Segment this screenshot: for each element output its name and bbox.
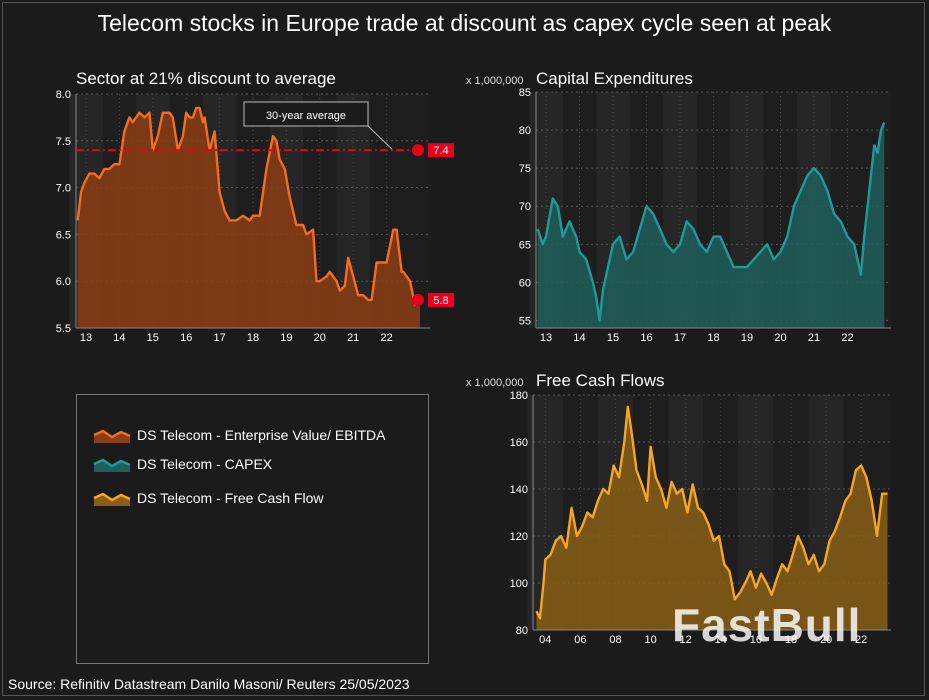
y-tick-label: 140: [510, 484, 528, 496]
y-tick-label: 7.0: [56, 183, 71, 195]
annotation-box: [243, 101, 369, 127]
y-tick-label: 60: [519, 277, 531, 289]
legend-label-fcf: DS Telecom - Free Cash Flow: [137, 490, 324, 506]
source-note: Source: Refinitiv Datastream Danilo Maso…: [8, 676, 410, 692]
series-area: [537, 122, 885, 328]
x-tick-label: 04: [539, 634, 551, 646]
capex-multiplier-label: x 1,000,000: [466, 75, 524, 87]
annotation-pointer: [367, 125, 393, 150]
x-tick-label: 06: [574, 634, 586, 646]
x-tick-label: 19: [280, 332, 292, 344]
y-tick-label: 6.5: [56, 229, 71, 241]
x-tick-label: 12: [680, 634, 692, 646]
last-value-label: 5.8: [433, 295, 448, 307]
legend-label-capex: DS Telecom - CAPEX: [137, 456, 273, 472]
annotation-label: 30-year average: [266, 110, 346, 122]
series-area: [77, 108, 421, 328]
y-tick-label: 160: [510, 437, 528, 449]
x-tick-label: 10: [644, 634, 656, 646]
page-title: Telecom stocks in Europe trade at discou…: [97, 10, 832, 36]
y-tick-label: 7.5: [56, 136, 71, 148]
average-marker: [412, 144, 424, 157]
y-tick-label: 65: [519, 239, 531, 251]
y-tick-label: 55: [519, 315, 531, 327]
x-tick-label: 18: [707, 332, 719, 344]
y-tick-label: 100: [510, 578, 528, 590]
legend-swatch-fcf: [93, 492, 131, 506]
y-tick-label: 180: [510, 390, 528, 402]
legend-item-fcf: DS Telecom - Free Cash Flow: [93, 490, 323, 506]
x-tick-label: 13: [80, 332, 92, 344]
capex-chart-title: Capital Expenditures: [536, 69, 693, 88]
legend-box: DS Telecom - Enterprise Value/ EBITDA DS…: [76, 394, 429, 664]
x-tick-label: 15: [147, 332, 159, 344]
x-tick-label: 22: [841, 332, 853, 344]
ebitda-chart: 8.0 7.5 7.0 6.5 6.0 5.5 13 14 15 16 17 18 19 20 21 22 7.…: [56, 89, 454, 344]
x-tick-label: 20: [820, 634, 832, 646]
x-tick-label: 20: [774, 332, 786, 344]
last-value-marker: [412, 293, 424, 306]
last-value-box: [428, 292, 454, 307]
y-tick-label: 6.0: [56, 276, 71, 288]
y-tick-label: 75: [519, 163, 531, 175]
x-tick-label: 08: [609, 634, 621, 646]
average-value-box: [428, 143, 454, 158]
x-tick-label: 14: [573, 332, 585, 344]
x-tick-label: 14: [715, 634, 727, 646]
x-tick-label: 17: [674, 332, 686, 344]
y-tick-label: 120: [510, 531, 528, 543]
legend-item-ebitda: DS Telecom - Enterprise Value/ EBITDA: [93, 427, 385, 443]
x-tick-label: 22: [380, 332, 392, 344]
y-tick-label: 80: [519, 125, 531, 137]
y-tick-label: 70: [519, 201, 531, 213]
x-tick-label: 18: [785, 634, 797, 646]
legend-swatch-ebitda: [93, 429, 131, 443]
x-tick-label: 16: [750, 634, 762, 646]
fcf-chart-title: Free Cash Flows: [536, 371, 665, 390]
legend-swatch-capex: [93, 458, 131, 472]
fcf-multiplier-label: x 1,000,000: [466, 377, 524, 389]
x-tick-label: 18: [247, 332, 259, 344]
y-tick-label: 80: [516, 625, 528, 637]
fcf-chart: 180 160 140 120 100 80 04 06 08 10 12 14 16 18 20 22: [510, 390, 891, 646]
x-tick-label: 20: [314, 332, 326, 344]
x-tick-label: 22: [855, 634, 867, 646]
y-tick-label: 5.5: [56, 323, 71, 335]
x-tick-label: 16: [180, 332, 192, 344]
series-line: [535, 405, 888, 620]
ebitda-chart-title: Sector at 21% discount to average: [76, 69, 336, 88]
series-line: [76, 106, 421, 306]
legend-label-ebitda: DS Telecom - Enterprise Value/ EBITDA: [137, 427, 386, 443]
x-tick-label: 14: [113, 332, 125, 344]
average-value-label: 7.4: [433, 145, 448, 157]
x-tick-label: 13: [540, 332, 552, 344]
capex-chart: 85 80 75 70 65 60 55 13 14 15 16 17 18 19 20 21 22: [519, 87, 891, 344]
series-area: [536, 406, 888, 630]
x-tick-label: 21: [808, 332, 820, 344]
x-tick-label: 21: [347, 332, 359, 344]
series-line: [536, 122, 886, 322]
x-tick-label: 15: [607, 332, 619, 344]
watermark-logo: FastBull: [672, 599, 862, 651]
legend-item-capex: DS Telecom - CAPEX: [93, 456, 272, 472]
x-tick-label: 17: [213, 332, 225, 344]
y-tick-label: 85: [519, 87, 531, 99]
x-tick-label: 16: [640, 332, 652, 344]
x-tick-label: 19: [741, 332, 753, 344]
y-tick-label: 8.0: [56, 89, 71, 101]
